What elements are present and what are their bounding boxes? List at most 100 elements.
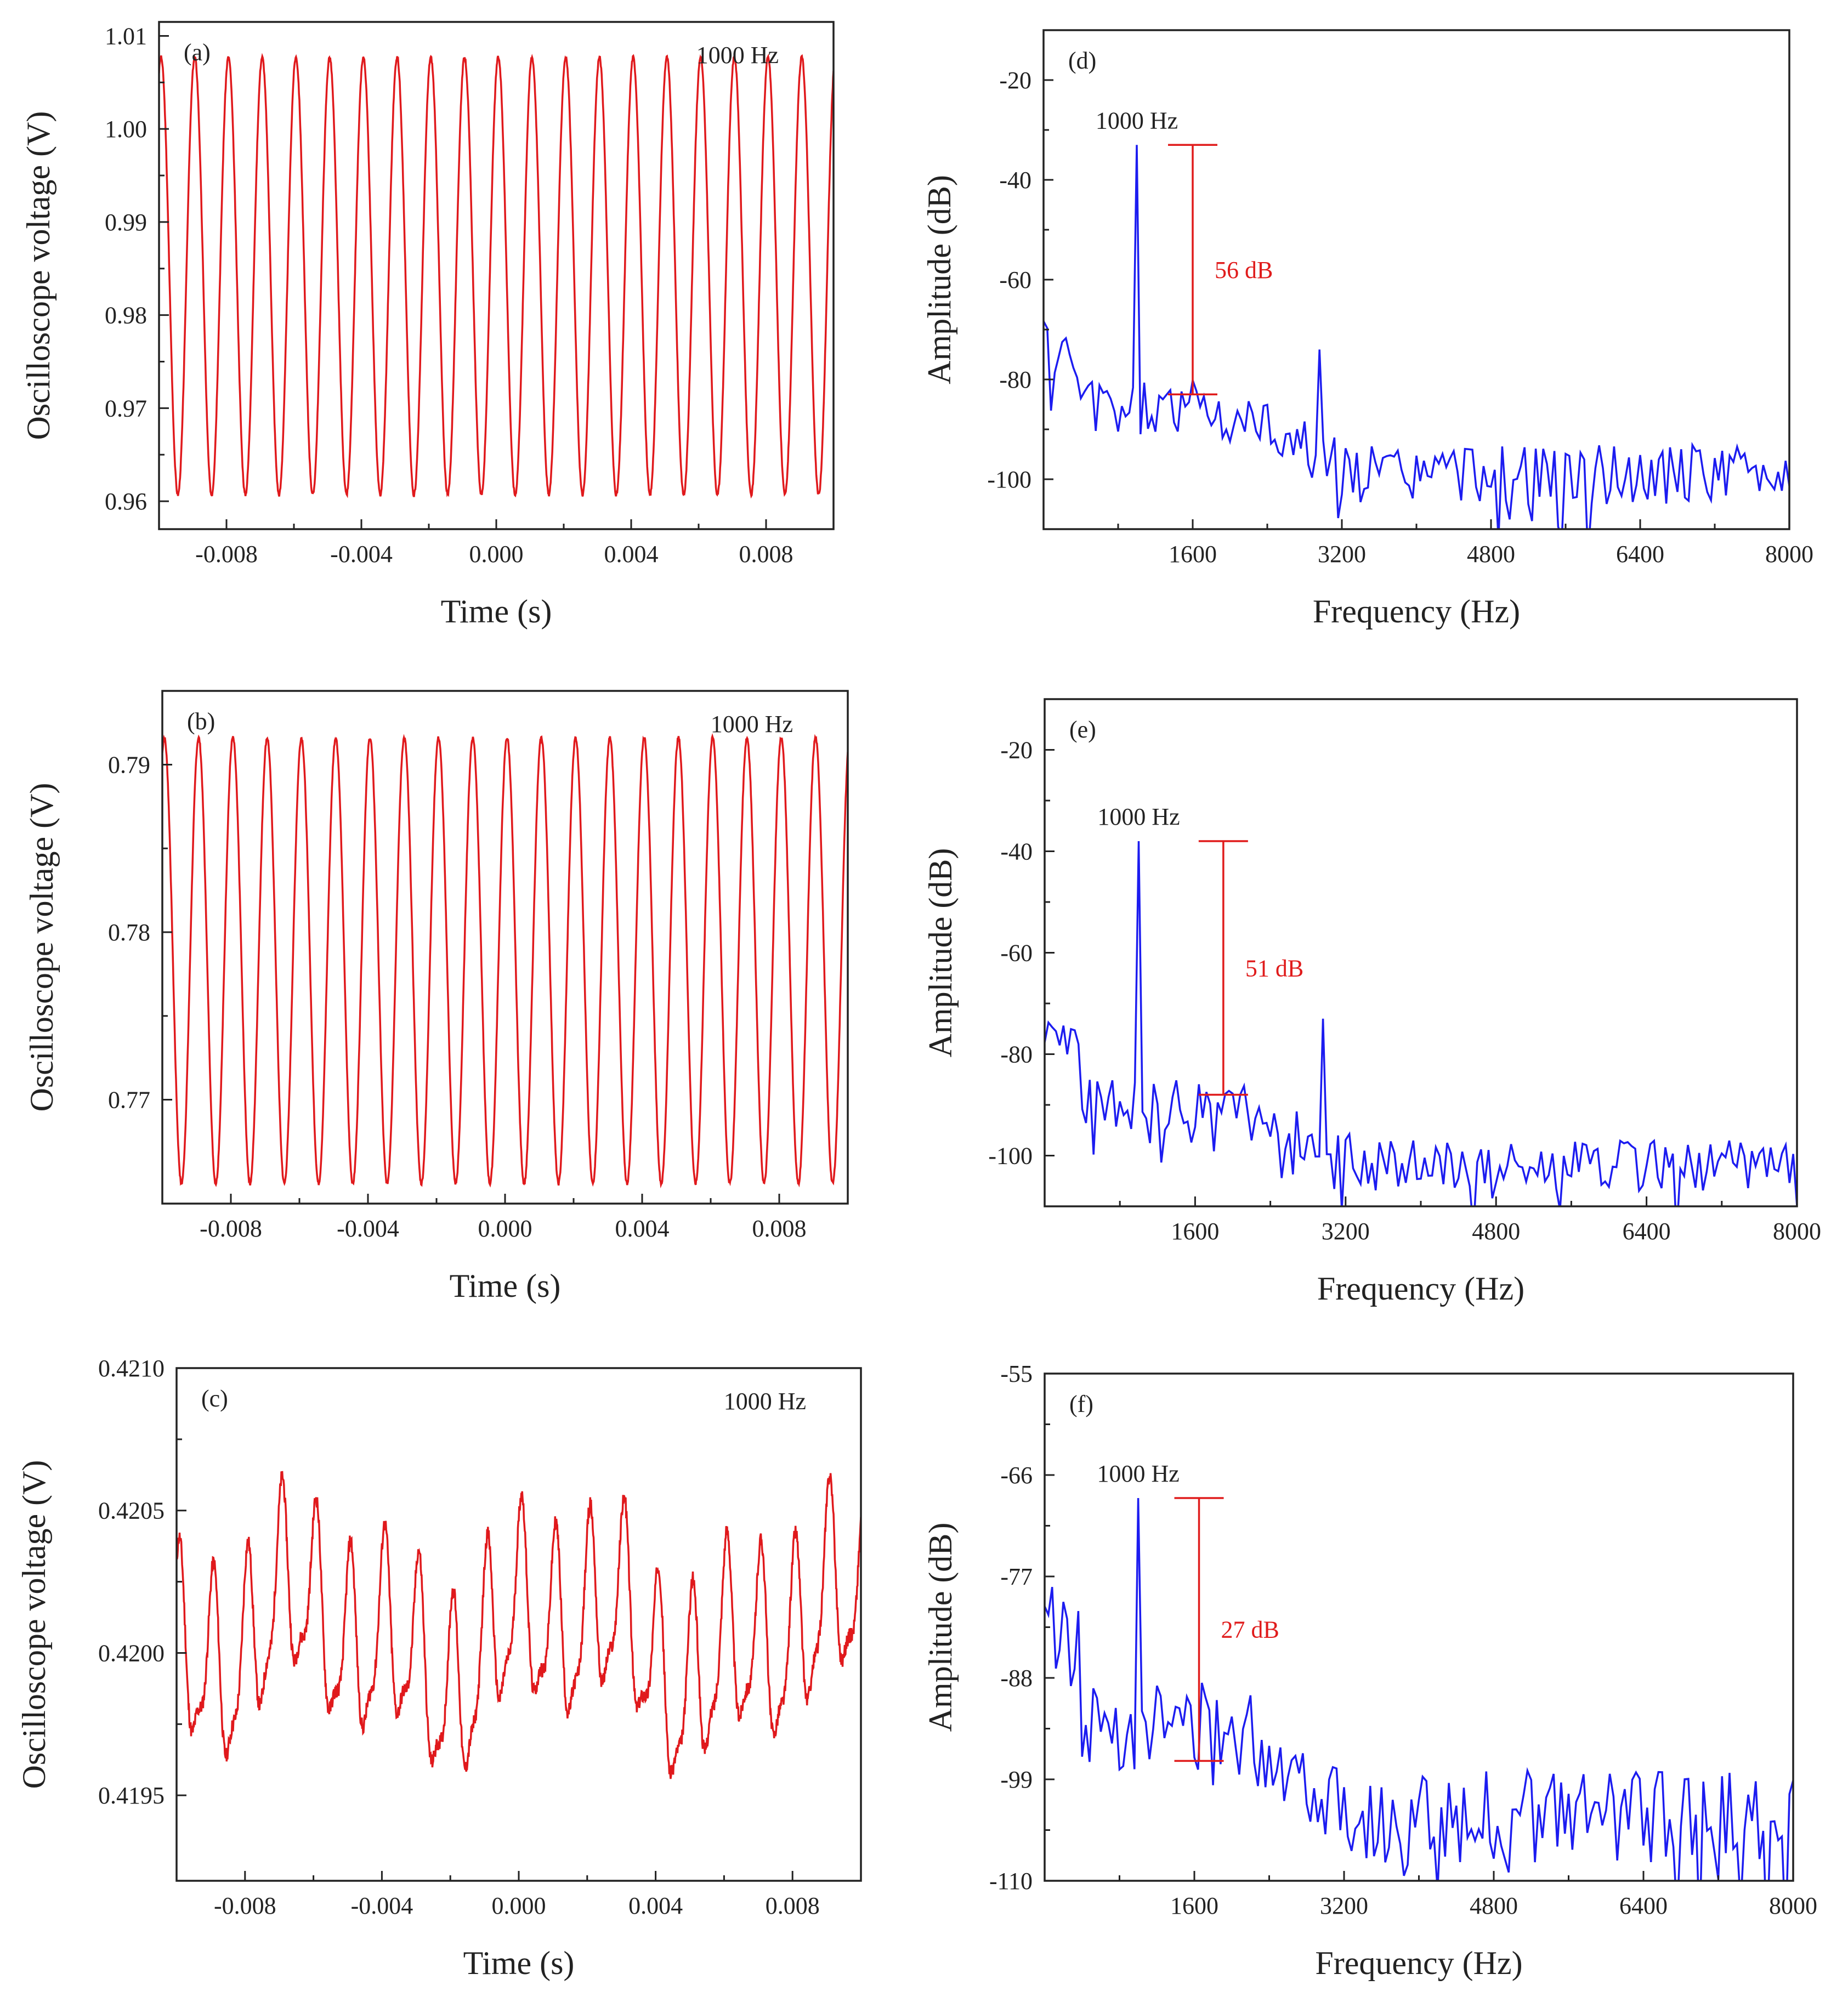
y-tick-label: -100	[988, 1143, 1033, 1170]
y-tick-label: 1.00	[105, 116, 147, 143]
panel-label: (b)	[187, 708, 215, 735]
x-axis-label: Time (s)	[441, 593, 552, 629]
x-tick-label: -0.008	[195, 541, 258, 568]
peak-label: 1000 Hz	[1096, 107, 1178, 134]
series-line-e	[1045, 841, 1797, 1206]
y-tick-label: 0.77	[108, 1087, 150, 1114]
frequency-annotation: 1000 Hz	[724, 1388, 806, 1415]
chart-f: 1600 3200 4800 6400 8000 -110 -99 -88 -77 -66 -55 F…	[922, 1360, 1817, 1981]
x-axis-label: Frequency (Hz)	[1315, 1945, 1522, 1981]
x-tick-label: 0.008	[739, 541, 793, 568]
x-tick-label: -0.008	[200, 1215, 262, 1242]
series-line-b	[162, 733, 848, 1189]
chart-d: 1600 3200 4800 6400 8000 -100 -80 -60 -40 -20 Freq…	[921, 29, 1813, 629]
x-tick-label: 0.000	[469, 541, 524, 568]
panel-label: (c)	[201, 1385, 228, 1412]
frequency-annotation: 1000 Hz	[711, 711, 793, 738]
x-tick-label: 8000	[1765, 541, 1813, 568]
y-tick-label: -60	[999, 266, 1031, 293]
x-tick-label: 0.004	[604, 541, 659, 568]
y-tick-label: 1.01	[105, 22, 147, 49]
x-tick-label: 0.004	[628, 1892, 683, 1919]
chart-b: -0.008 -0.004 0.000 0.004 0.008 0.77 0.78 0.79 T…	[24, 690, 849, 1304]
x-tick-label: 4800	[1472, 1218, 1520, 1245]
x-tick-label: 6400	[1619, 1892, 1668, 1919]
chart-c: -0.008 -0.004 0.000 0.004 0.008 0.4195 0.4200 0…	[16, 1355, 862, 1981]
plot-frame-a	[158, 21, 835, 530]
y-tick-label: 0.96	[105, 488, 147, 515]
y-axis-label: Amplitude (dB)	[922, 1523, 959, 1732]
x-tick-label: 0.008	[766, 1892, 820, 1919]
x-axis-label: Frequency (Hz)	[1313, 593, 1520, 629]
x-tick-label: -0.004	[330, 541, 393, 568]
x-tick-label: -0.004	[351, 1892, 413, 1919]
panel-label: (d)	[1068, 47, 1096, 74]
y-tick-label: -60	[1000, 940, 1033, 967]
x-tick-label: 8000	[1773, 1218, 1821, 1245]
y-tick-label: -55	[1000, 1360, 1033, 1387]
x-tick-label: 3200	[1318, 541, 1366, 568]
x-tick-label: 4800	[1467, 541, 1515, 568]
y-axis-label: Oscilloscope voltage (V)	[24, 783, 60, 1112]
x-axis-label: Time (s)	[463, 1945, 575, 1981]
x-tick-label: 0.008	[752, 1215, 807, 1242]
y-axis-label: Amplitude (dB)	[921, 175, 957, 384]
y-tick-label: 0.98	[105, 302, 147, 329]
y-tick-label: 0.4210	[98, 1355, 165, 1382]
chart-e: 1600 3200 4800 6400 8000 -100 -80 -60 -40 -20 Freq…	[922, 698, 1821, 1307]
x-tick-label: -0.004	[337, 1215, 399, 1242]
x-tick-label: 6400	[1623, 1218, 1671, 1245]
y-axis-label: Amplitude (dB)	[922, 848, 959, 1058]
panel-label: (a)	[184, 39, 211, 66]
y-tick-label: 0.99	[105, 209, 147, 236]
y-axis-label: Oscilloscope voltage (V)	[20, 111, 56, 440]
y-tick-label: 0.4205	[98, 1498, 165, 1524]
x-tick-label: 1600	[1171, 1218, 1219, 1245]
y-tick-label: -20	[999, 67, 1031, 94]
plot-frame-d	[1042, 29, 1790, 530]
y-tick-label: -77	[1000, 1563, 1033, 1590]
snr-label: 27 dB	[1221, 1616, 1279, 1643]
panel-label: (f)	[1069, 1391, 1093, 1417]
series-line-f	[1045, 1498, 1793, 1881]
y-tick-label: -80	[999, 366, 1031, 393]
x-axis-label: Time (s)	[450, 1268, 561, 1304]
series-line-c	[177, 1471, 861, 1779]
x-tick-label: 4800	[1470, 1892, 1518, 1919]
snr-label: 56 dB	[1215, 257, 1273, 283]
y-tick-label: -110	[989, 1868, 1033, 1894]
peak-label: 1000 Hz	[1097, 803, 1180, 830]
x-tick-label: 1600	[1170, 1892, 1218, 1919]
x-axis-label: Frequency (Hz)	[1317, 1270, 1524, 1307]
y-tick-label: -20	[1000, 737, 1033, 764]
y-tick-label: -66	[1000, 1462, 1033, 1489]
x-tick-label: 0.004	[615, 1215, 670, 1242]
y-tick-label: 0.78	[108, 919, 150, 946]
plot-frame-c	[175, 1367, 862, 1882]
y-axis-label: Oscilloscope voltage (V)	[16, 1460, 52, 1789]
y-tick-label: -40	[999, 167, 1031, 194]
plot-frame-e	[1044, 698, 1798, 1207]
y-tick-label: 0.4200	[98, 1640, 165, 1666]
panel-label: (e)	[1069, 716, 1096, 743]
x-tick-label: 1600	[1169, 541, 1217, 568]
x-tick-label: 3200	[1322, 1218, 1370, 1245]
x-tick-label: 8000	[1769, 1892, 1817, 1919]
y-tick-label: -40	[1000, 838, 1033, 865]
chart-a: -0.008 -0.004 0.000 0.004 0.008 0.96 0.97 0.98 0…	[20, 21, 835, 629]
x-tick-label: 3200	[1320, 1892, 1368, 1919]
x-tick-label: 6400	[1616, 541, 1664, 568]
y-tick-label: -99	[1000, 1766, 1033, 1793]
snr-label: 51 dB	[1245, 955, 1303, 982]
series-line-d	[1044, 145, 1789, 529]
y-tick-label: 0.4195	[98, 1782, 165, 1809]
y-tick-label: -80	[1000, 1041, 1033, 1068]
y-tick-label: -100	[987, 466, 1031, 493]
frequency-annotation: 1000 Hz	[696, 42, 779, 69]
x-tick-label: 0.000	[478, 1215, 532, 1242]
y-tick-label: -88	[1000, 1665, 1033, 1692]
x-tick-label: 0.000	[492, 1892, 546, 1919]
peak-label: 1000 Hz	[1097, 1460, 1179, 1487]
y-tick-label: 0.79	[108, 751, 150, 778]
